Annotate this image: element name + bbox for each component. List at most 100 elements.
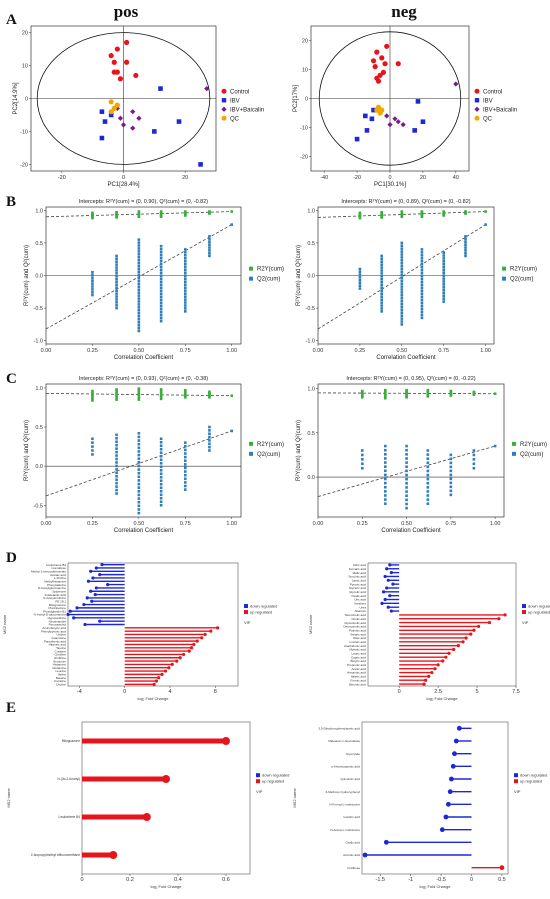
x-axis-label: log₂ Fold Change	[427, 696, 459, 701]
x-tick-label: 0.50	[133, 348, 144, 354]
q2-point	[400, 314, 404, 317]
q2-point	[464, 249, 467, 252]
point-ibv	[354, 136, 360, 142]
lollipop-head	[200, 636, 204, 640]
q2-point	[420, 268, 424, 272]
q2-point	[159, 437, 163, 441]
q2-point	[405, 473, 408, 477]
point-control	[395, 61, 401, 67]
r2y-point	[400, 210, 404, 213]
q2-point	[442, 280, 446, 283]
r2y-point	[358, 211, 362, 215]
q2-point	[159, 244, 163, 248]
q2-point	[159, 458, 163, 462]
lollipop-head	[385, 586, 389, 590]
category-label: Pyruvic acid	[350, 582, 367, 586]
lollipop-head	[109, 851, 118, 859]
q2-point	[159, 472, 163, 476]
q2-point	[183, 470, 187, 473]
legend-swatch	[256, 773, 260, 778]
lollipop-head	[383, 839, 389, 845]
point-control	[374, 49, 380, 55]
lollipop-head	[381, 590, 386, 594]
q2-point	[137, 329, 141, 333]
y-tick-label: 1.0	[35, 208, 43, 214]
category-label: Prednisolone	[48, 606, 66, 610]
q2-point	[420, 313, 424, 317]
q2-point	[442, 254, 446, 257]
legend-swatch	[514, 773, 518, 778]
q2-point	[380, 307, 383, 310]
q2-point	[137, 279, 141, 283]
q2-point	[380, 260, 383, 264]
x-tick-label: 0.5	[498, 877, 506, 883]
point-ibv	[420, 119, 426, 124]
q2-point	[115, 274, 118, 278]
x-axis-label: log₂ Fold Change	[420, 884, 452, 889]
lollipop-head	[503, 613, 507, 617]
category-label: Oxalic acid	[351, 594, 366, 598]
r2y-point	[208, 390, 211, 394]
q2-point	[360, 466, 364, 470]
r2y-point	[159, 397, 163, 401]
point-ibv	[415, 99, 421, 104]
point-ibv	[369, 116, 375, 122]
q2-point	[159, 262, 163, 266]
q2-point	[137, 511, 141, 515]
r2y-point	[159, 391, 163, 395]
x-tick-label: 0.00	[41, 348, 52, 354]
q2-point	[159, 295, 163, 299]
q2-point	[183, 268, 187, 272]
q2-point	[115, 450, 118, 454]
q2-point	[380, 254, 383, 258]
q2-point	[115, 289, 118, 293]
q2-point	[183, 455, 187, 459]
q2-point	[137, 479, 141, 482]
category-label: Glycocholic acid	[344, 621, 366, 625]
q2-point	[137, 435, 141, 439]
q2-point	[384, 457, 387, 460]
q2-point	[137, 500, 141, 504]
legend-swatch	[522, 604, 526, 609]
q2-point	[380, 263, 383, 266]
x-tick-label: -0.5	[436, 877, 445, 883]
q2-point	[384, 485, 387, 489]
q2-point	[159, 292, 163, 296]
q2-point	[420, 274, 424, 278]
q2-point	[400, 299, 404, 303]
q2-point	[358, 281, 362, 285]
plot-frame	[317, 383, 505, 518]
q2-point	[208, 251, 211, 255]
pca-title-neg: neg	[391, 2, 417, 21]
q2-point	[360, 449, 364, 452]
lollipop-head	[160, 672, 164, 676]
r2y-point	[91, 397, 94, 400]
point-ibv-baicalin	[387, 122, 393, 128]
q2-point	[384, 498, 387, 501]
r2y-point	[137, 210, 141, 213]
category-label: Pyrocatechol	[49, 623, 67, 627]
q2-point	[380, 272, 383, 275]
q2-point	[400, 250, 404, 253]
q2-point	[137, 241, 141, 244]
category-label: Deoxycholic acid	[343, 625, 366, 629]
q2-point	[405, 494, 408, 498]
q2-point	[420, 289, 424, 293]
lollipop-head	[456, 644, 460, 648]
x-tick-label: 0.00	[313, 521, 324, 527]
q2-point	[472, 462, 476, 466]
q2-point	[137, 261, 141, 265]
q2-point	[183, 481, 187, 484]
pca-plot-neg: -40 -20 0 20 40 -20 -10 0 10 20 PC1[30.1%] PC2[17%]…	[293, 25, 517, 188]
legend-swatch	[522, 610, 526, 615]
category-label: Taurine	[56, 646, 66, 650]
x-tick-label: 0.50	[396, 348, 407, 354]
category-label: Isocitric acid	[343, 815, 360, 819]
lollipop-head	[430, 670, 434, 675]
legend-marker	[249, 451, 253, 456]
q2-point	[442, 271, 446, 275]
category-label: Propionic acid	[347, 663, 366, 667]
r2y-point	[405, 388, 408, 392]
q2-point	[405, 465, 408, 469]
q2-point	[208, 235, 211, 238]
